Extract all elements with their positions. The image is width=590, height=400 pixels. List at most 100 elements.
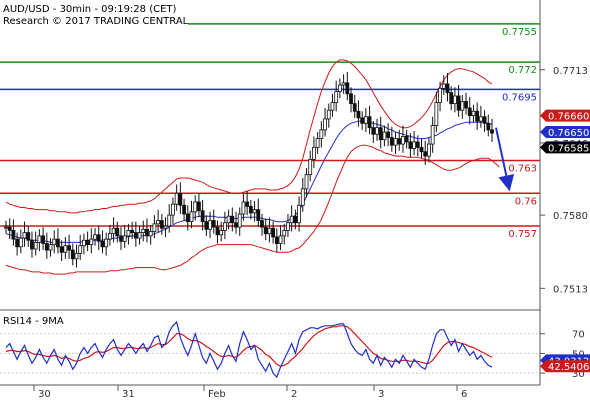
candle-body: [471, 110, 476, 117]
candle-body: [453, 95, 457, 105]
candle-body: [375, 127, 379, 135]
candle-body: [260, 220, 264, 228]
candle: [96, 226, 101, 251]
support-resistance-levels: 0.7755 0.772 0.7695 0.763 0.76 0.757: [0, 23, 540, 240]
candle: [412, 130, 416, 155]
candle-body: [360, 117, 365, 124]
candle-body: [130, 230, 135, 233]
candle: [404, 129, 409, 149]
candle: [282, 223, 287, 245]
candle-body: [33, 242, 38, 250]
candle: [352, 94, 357, 118]
candle: [122, 224, 127, 248]
candle: [478, 105, 483, 128]
price-tag-1: 0.76650: [540, 126, 590, 139]
candle: [326, 103, 331, 128]
price-tag-2: 0.76585: [540, 141, 590, 154]
candle: [367, 105, 372, 135]
candle: [375, 118, 379, 141]
price-panel: [0, 0, 540, 310]
candle: [185, 205, 190, 231]
candle: [382, 125, 387, 147]
candle-body: [119, 235, 123, 242]
candle: [130, 221, 135, 240]
candle: [274, 228, 279, 253]
candle: [111, 217, 116, 243]
candle-body: [96, 234, 101, 242]
candle: [63, 236, 68, 259]
candle-body: [104, 238, 109, 248]
candle: [408, 133, 413, 158]
candle: [345, 71, 350, 101]
price-tag-bg: [540, 109, 590, 122]
rsi-tick-label: 70: [572, 330, 585, 341]
candle-body: [404, 136, 409, 143]
candle-body: [486, 122, 491, 131]
candle-body: [441, 83, 446, 89]
candle-body: [70, 249, 75, 260]
candle-body: [345, 82, 350, 95]
candlestick-series: [4, 71, 494, 268]
candle-body: [308, 158, 313, 176]
candle: [334, 80, 339, 112]
upper-band: [5, 59, 493, 214]
candle: [222, 211, 227, 240]
candle-body: [490, 129, 494, 134]
candle-body: [41, 235, 45, 244]
candle: [482, 110, 487, 133]
candle-body: [111, 227, 116, 235]
candle-body: [78, 245, 83, 254]
candle: [230, 207, 235, 232]
candle-body: [100, 240, 105, 248]
candle-body: [378, 127, 383, 141]
candle-body: [430, 125, 435, 145]
candle-body: [15, 238, 20, 248]
candle-body: [267, 227, 272, 235]
candle-body: [171, 203, 175, 216]
candle-body: [445, 83, 450, 94]
candle-body: [315, 138, 320, 148]
candle: [252, 200, 257, 222]
candle: [434, 91, 439, 133]
candle: [22, 221, 27, 247]
candle-body: [263, 226, 268, 235]
candle-body: [159, 220, 164, 229]
candle-body: [286, 222, 290, 231]
chart-subtitle: Research © 2017 TRADING CENTRAL: [3, 16, 189, 27]
candle: [315, 132, 320, 154]
candle-body: [312, 146, 316, 160]
candle-body: [412, 141, 416, 149]
candle-body: [234, 222, 238, 228]
candle-body: [89, 238, 94, 246]
candle-body: [419, 146, 424, 153]
x-tick-label: Feb: [208, 389, 226, 400]
candle: [126, 223, 131, 245]
x-tick-label: 31: [122, 389, 135, 400]
candle: [67, 234, 71, 259]
candle: [341, 74, 346, 94]
candle-body: [82, 239, 86, 247]
candle-body: [126, 230, 131, 237]
candle: [163, 217, 168, 237]
candle-body: [37, 235, 42, 243]
candle: [319, 121, 324, 148]
candle: [59, 240, 64, 262]
candle-body: [467, 107, 472, 117]
candle: [104, 232, 109, 256]
candle: [115, 221, 120, 243]
candle: [401, 125, 405, 153]
candle: [133, 221, 138, 247]
candle-body: [460, 101, 465, 111]
candle-body: [341, 82, 346, 86]
candle-body: [367, 116, 372, 129]
candle: [453, 87, 457, 113]
candle: [208, 211, 212, 239]
rsi-tag-1: 42.5406: [540, 360, 590, 373]
candle: [349, 87, 353, 113]
candle: [33, 231, 38, 256]
candle: [48, 238, 53, 257]
candle: [449, 86, 454, 111]
candle: [337, 78, 342, 99]
candle: [237, 207, 242, 236]
